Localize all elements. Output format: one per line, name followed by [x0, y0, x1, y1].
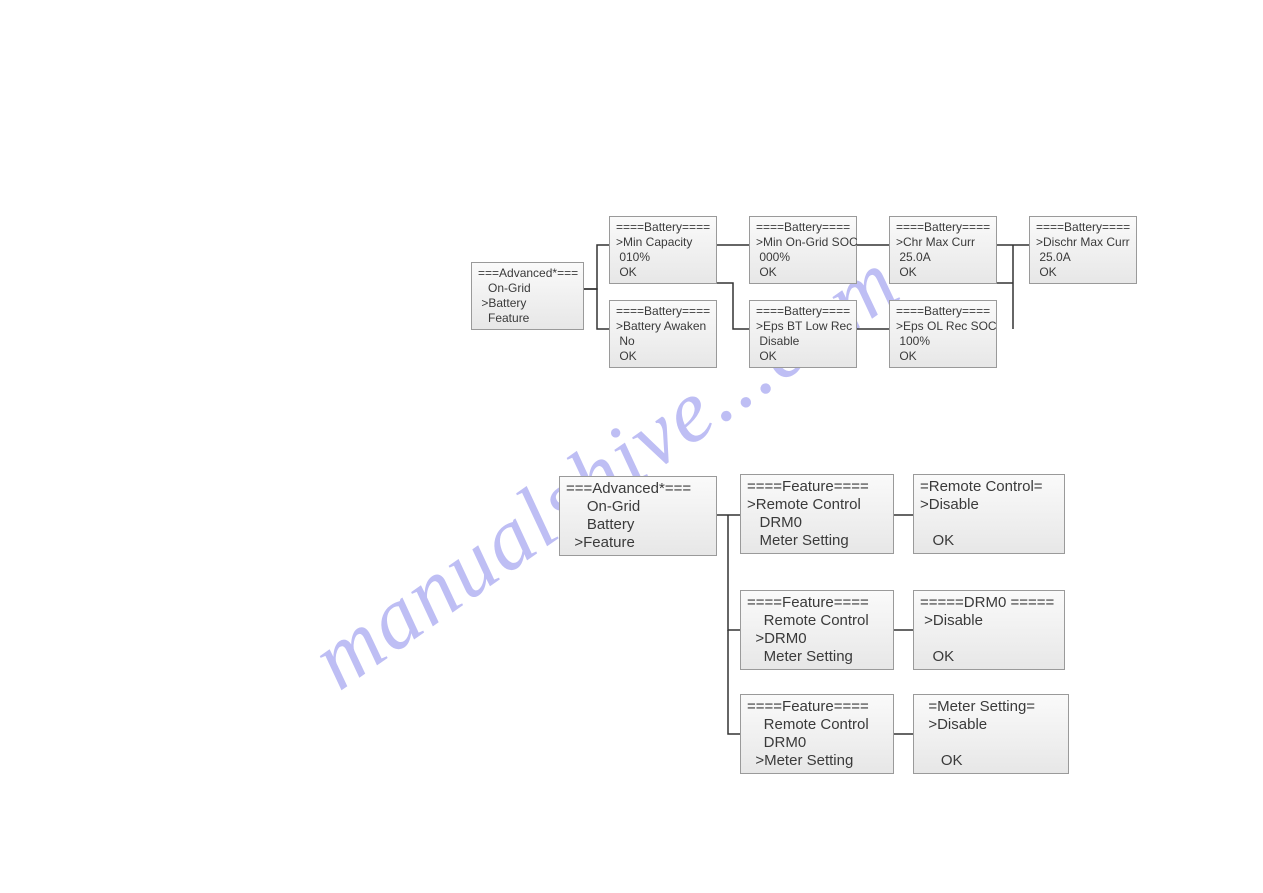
menu-node-line: OK [616, 265, 710, 280]
menu-node-line: >Eps BT Low Rec [756, 319, 850, 334]
connector-line [584, 289, 609, 329]
menu-node-f3: ====Feature==== Remote Control DRM0 >Met… [740, 694, 894, 774]
menu-node-line: OK [756, 349, 850, 364]
menu-node-r2c3: ====Battery====>Eps OL Rec SOC 100% OK [889, 300, 997, 368]
menu-node-title: ====Battery==== [896, 220, 990, 235]
menu-node-line: OK [1036, 265, 1130, 280]
menu-node-title: ===Advanced*=== [478, 266, 577, 281]
menu-node-line: No [616, 334, 710, 349]
menu-node-line: Remote Control [747, 716, 887, 734]
menu-node-root: ===Advanced*=== On-Grid >Battery Feature [471, 262, 584, 330]
menu-node-line: >Disable [920, 612, 1058, 630]
menu-node-f2r: =====DRM0 ===== >Disable OK [913, 590, 1065, 670]
menu-node-title: ====Feature==== [747, 594, 887, 612]
menu-node-line [920, 734, 1062, 752]
menu-node-line: Feature [478, 311, 577, 326]
menu-node-line: DRM0 [747, 514, 887, 532]
menu-node-line: >Battery Awaken [616, 319, 710, 334]
menu-node-line: OK [920, 532, 1058, 550]
menu-node-f1: ====Feature====>Remote Control DRM0 Mete… [740, 474, 894, 554]
menu-node-f2: ====Feature==== Remote Control >DRM0 Met… [740, 590, 894, 670]
menu-node-title: ====Battery==== [616, 304, 710, 319]
menu-node-title: =Remote Control= [920, 478, 1058, 496]
menu-node-r1c3: ====Battery====>Chr Max Curr 25.0A OK [889, 216, 997, 284]
menu-node-line: >Dischr Max Curr [1036, 235, 1130, 250]
menu-node-title: =Meter Setting= [920, 698, 1062, 716]
connector-line [997, 245, 1013, 329]
connector-line [584, 245, 609, 289]
menu-node-line: >Chr Max Curr [896, 235, 990, 250]
menu-node-line: OK [896, 265, 990, 280]
menu-node-line: DRM0 [747, 734, 887, 752]
menu-node-line: Meter Setting [747, 532, 887, 550]
menu-node-title: ====Battery==== [756, 220, 850, 235]
menu-node-line [920, 630, 1058, 648]
menu-node-line [920, 514, 1058, 532]
menu-node-f3r: =Meter Setting= >Disable OK [913, 694, 1069, 774]
menu-node-root: ===Advanced*=== On-Grid Battery >Feature [559, 476, 717, 556]
menu-node-line: >Disable [920, 716, 1062, 734]
menu-node-title: =====DRM0 ===== [920, 594, 1058, 612]
menu-node-line: >Min Capacity [616, 235, 710, 250]
connector-line [728, 515, 740, 630]
menu-node-line: On-Grid [478, 281, 577, 296]
menu-node-title: ===Advanced*=== [566, 480, 710, 498]
menu-node-line: Battery [566, 516, 710, 534]
menu-node-line: 25.0A [1036, 250, 1130, 265]
connector-line [728, 630, 740, 734]
menu-node-line: Meter Setting [747, 648, 887, 666]
menu-node-line: OK [920, 752, 1062, 770]
menu-node-line: 25.0A [896, 250, 990, 265]
menu-node-title: ====Battery==== [896, 304, 990, 319]
menu-node-line: 100% [896, 334, 990, 349]
menu-node-line: Remote Control [747, 612, 887, 630]
menu-node-title: ====Battery==== [1036, 220, 1130, 235]
menu-node-title: ====Feature==== [747, 478, 887, 496]
menu-node-title: ====Battery==== [616, 220, 710, 235]
menu-node-line: >Eps OL Rec SOC [896, 319, 990, 334]
menu-node-line: 010% [616, 250, 710, 265]
connectors-svg [0, 0, 1263, 893]
menu-node-line: OK [616, 349, 710, 364]
menu-node-line: On-Grid [566, 498, 710, 516]
menu-node-r2c2: ====Battery====>Eps BT Low Rec Disable O… [749, 300, 857, 368]
menu-node-line: OK [756, 265, 850, 280]
menu-node-r1c1: ====Battery====>Min Capacity 010% OK [609, 216, 717, 284]
menu-node-line: >DRM0 [747, 630, 887, 648]
menu-node-r1c2: ====Battery====>Min On-Grid SOC 000% OK [749, 216, 857, 284]
menu-node-line: >Feature [566, 534, 710, 552]
menu-node-line: >Min On-Grid SOC [756, 235, 850, 250]
menu-node-line: >Meter Setting [747, 752, 887, 770]
menu-node-title: ====Feature==== [747, 698, 887, 716]
menu-node-f1r: =Remote Control=>Disable OK [913, 474, 1065, 554]
menu-node-r2c1: ====Battery====>Battery Awaken No OK [609, 300, 717, 368]
menu-node-r1c4: ====Battery====>Dischr Max Curr 25.0A OK [1029, 216, 1137, 284]
menu-node-line: >Remote Control [747, 496, 887, 514]
menu-node-line: >Disable [920, 496, 1058, 514]
menu-node-line: Disable [756, 334, 850, 349]
menu-node-line: OK [896, 349, 990, 364]
menu-node-line: 000% [756, 250, 850, 265]
menu-node-line: >Battery [478, 296, 577, 311]
menu-node-title: ====Battery==== [756, 304, 850, 319]
connector-line [717, 283, 749, 329]
menu-node-line: OK [920, 648, 1058, 666]
